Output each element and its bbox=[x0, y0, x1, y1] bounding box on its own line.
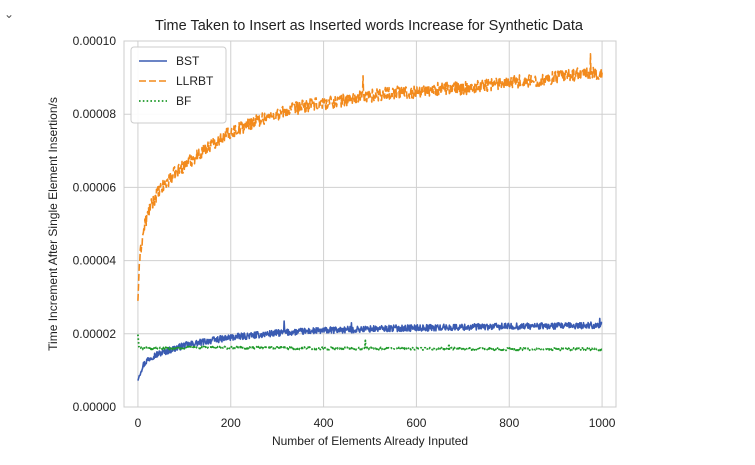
legend-label-bf: BF bbox=[176, 94, 191, 108]
x-tick-label: 200 bbox=[221, 416, 241, 430]
y-tick-label: 0.00004 bbox=[73, 254, 117, 268]
x-tick-label: 800 bbox=[499, 416, 519, 430]
x-tick-label: 1000 bbox=[589, 416, 616, 430]
legend: BST LLRBT BF bbox=[130, 46, 227, 124]
series-line-bst bbox=[137, 317, 603, 381]
x-axis-ticks: 0 200 400 600 800 1000 bbox=[135, 416, 616, 430]
y-tick-label: 0.00008 bbox=[73, 107, 117, 121]
y-tick-label: 0.00000 bbox=[73, 400, 117, 414]
x-tick-label: 0 bbox=[135, 416, 142, 430]
x-tick-label: 600 bbox=[406, 416, 426, 430]
legend-box bbox=[130, 46, 227, 124]
series-layer bbox=[137, 53, 603, 381]
series-line-llrbt bbox=[137, 53, 603, 301]
x-tick-label: 400 bbox=[314, 416, 334, 430]
series-line-bf bbox=[137, 334, 603, 352]
x-axis-label: Number of Elements Already Inputed bbox=[272, 434, 468, 448]
y-axis-ticks: 0.00000 0.00002 0.00004 0.00006 0.00008 0.000… bbox=[73, 34, 117, 414]
legend-label-bst: BST bbox=[176, 54, 200, 68]
y-tick-label: 0.00010 bbox=[73, 34, 117, 48]
y-axis-label: Time Increment After Single Element Inse… bbox=[46, 97, 60, 351]
chart-title: Time Taken to Insert as Inserted words I… bbox=[155, 18, 584, 34]
chevron-down-icon[interactable]: ⌄ bbox=[4, 7, 15, 21]
legend-label-llrbt: LLRBT bbox=[176, 74, 214, 88]
y-tick-label: 0.00002 bbox=[73, 327, 117, 341]
plot-frame bbox=[123, 40, 617, 408]
y-tick-label: 0.00006 bbox=[73, 180, 117, 194]
